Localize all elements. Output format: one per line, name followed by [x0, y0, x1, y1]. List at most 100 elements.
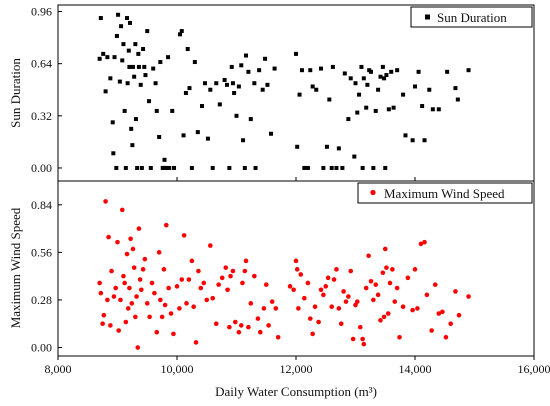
sun-duration-point [422, 138, 427, 143]
sun-duration-point [263, 56, 268, 61]
sun-duration-point [348, 76, 353, 81]
sun-duration-point [244, 53, 249, 58]
max-wind-speed-point [230, 268, 236, 274]
max-wind-speed-point [147, 314, 152, 320]
max-wind-speed-points [97, 199, 471, 350]
max-wind-speed-point [98, 290, 104, 296]
max-wind-speed-point [368, 278, 374, 284]
max-wind-speed-legend-label: Maximum Wind Speed [384, 186, 505, 201]
sun-duration-y-axis: 0.00 0.32 0.64 0.96 [31, 5, 535, 181]
sun-duration-point [248, 117, 253, 122]
sun-duration-point [466, 68, 471, 73]
max-wind-speed-point [294, 267, 300, 272]
max-wind-speed-point [424, 292, 430, 298]
sun-duration-point [143, 73, 148, 78]
sun-duration-point [179, 29, 184, 34]
sun-duration-point [98, 16, 103, 21]
max-wind-speed-point [171, 331, 176, 337]
max-wind-speed-point [353, 302, 358, 308]
max-wind-speed-legend-marker [370, 189, 376, 196]
max-wind-speed-point [196, 268, 201, 274]
max-wind-speed-y-tick-label: 0.56 [31, 245, 52, 259]
sun-duration-point [116, 12, 121, 17]
sun-duration-point [310, 84, 315, 89]
sun-duration-point [455, 97, 460, 102]
sun-duration-point [224, 82, 229, 87]
sun-duration-point [382, 76, 387, 81]
max-wind-speed-point [456, 312, 462, 318]
max-wind-speed-point [228, 273, 233, 279]
sun-duration-point [294, 51, 298, 56]
sun-duration-point [445, 69, 450, 74]
sun-duration-point [373, 108, 378, 113]
sun-duration-point [314, 87, 319, 92]
sun-duration-point [340, 165, 345, 170]
sun-duration-legend: Sun Duration [410, 6, 533, 28]
max-wind-speed-point [213, 321, 219, 327]
max-wind-speed-point [113, 285, 119, 291]
max-wind-speed-point [291, 287, 296, 293]
sun-duration-point [413, 84, 417, 89]
max-wind-speed-point [334, 267, 339, 272]
max-wind-speed-y-tick-label: 0.84 [31, 198, 52, 212]
max-wind-speed-point [293, 258, 299, 264]
max-wind-speed-point [174, 284, 180, 289]
sun-duration-point [130, 64, 135, 69]
max-wind-speed-point [177, 306, 182, 311]
max-wind-speed-point [139, 287, 144, 293]
sun-duration-point [383, 165, 388, 170]
max-wind-speed-point [261, 306, 267, 311]
max-wind-speed-point [233, 319, 238, 325]
max-wind-speed-point [124, 251, 130, 257]
sun-duration-points [97, 12, 471, 170]
sun-duration-point [148, 165, 153, 170]
sun-duration-point [230, 81, 235, 86]
sun-duration-point [430, 107, 435, 112]
sun-duration-point [142, 64, 147, 69]
max-wind-speed-point [140, 267, 146, 272]
sun-duration-point [253, 165, 258, 170]
max-wind-speed-point [341, 289, 346, 294]
max-wind-speed-point [198, 285, 204, 291]
max-wind-speed-point [142, 256, 148, 262]
max-wind-speed-point [422, 239, 427, 245]
max-wind-speed-point [429, 328, 434, 333]
max-wind-speed-point [246, 324, 251, 330]
sun-duration-point [359, 64, 364, 69]
sun-duration-point [208, 87, 213, 92]
sun-duration-point [346, 117, 351, 122]
max-wind-speed-point [336, 306, 342, 311]
max-wind-speed-point [390, 267, 395, 272]
sun-duration-point [105, 55, 110, 60]
sun-duration-point [403, 133, 408, 138]
sun-duration-point [229, 64, 234, 69]
x-tick-label: 16,000 [518, 362, 550, 376]
max-wind-speed-point [394, 285, 400, 291]
sun-duration-point [389, 69, 394, 74]
sun-duration-point [145, 29, 150, 34]
sun-duration-point [121, 42, 126, 47]
max-wind-speed-point [432, 282, 438, 287]
max-wind-speed-point [240, 280, 245, 286]
sun-duration-point [353, 81, 358, 86]
sun-duration-point [126, 48, 131, 53]
sun-duration-point [122, 108, 127, 113]
sun-duration-point [141, 47, 146, 51]
max-wind-speed-point [354, 299, 360, 304]
x-tick-label: 8,000 [45, 362, 72, 376]
max-wind-speed-point [263, 282, 269, 287]
max-wind-speed-point [137, 277, 143, 282]
x-tick-label: 12,000 [280, 362, 313, 376]
max-wind-speed-point [149, 280, 155, 286]
sun-duration-point [330, 64, 335, 69]
sun-duration-point [136, 51, 141, 56]
sun-duration-point [183, 91, 188, 95]
sun-duration-y-tick-label: 0.96 [31, 5, 52, 19]
sun-duration-point [133, 42, 138, 47]
sun-duration-point [436, 107, 441, 112]
max-wind-speed-point [111, 294, 117, 299]
sun-duration-point [239, 63, 244, 68]
max-wind-speed-point [382, 246, 388, 252]
max-wind-speed-point [108, 323, 113, 328]
sun-duration-point [158, 60, 163, 65]
